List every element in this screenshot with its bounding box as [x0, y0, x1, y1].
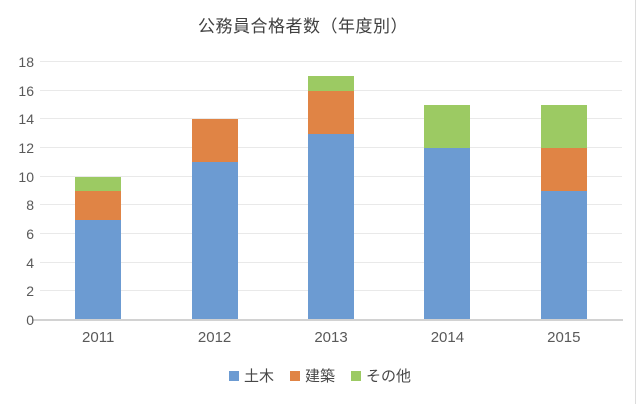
y-tick-label: 0	[26, 312, 34, 328]
bar-segment-土木	[308, 133, 354, 320]
bar-segment-土木	[75, 219, 122, 320]
bar-segment-土木	[191, 162, 238, 320]
legend-item-architecture: 建築	[289, 365, 335, 386]
bar-segment-その他	[75, 176, 122, 191]
legend-label: その他	[366, 368, 412, 385]
y-tick-label: 8	[26, 197, 34, 214]
legend-label: 土木	[243, 368, 274, 385]
y-tick-label: 10	[18, 168, 34, 185]
bar-segment-建築	[308, 90, 354, 134]
bar-segment-その他	[424, 105, 471, 148]
y-tick-label: 14	[18, 111, 34, 128]
y-tick-label: 2	[26, 283, 34, 300]
y-tick-label: 12	[18, 140, 34, 156]
x-tick-label: 2015	[547, 329, 581, 346]
window-edge-line	[635, 0, 636, 404]
legend-item-civil: 土木	[228, 365, 274, 386]
bar-segment-建築	[191, 119, 238, 163]
bar-segment-土木	[424, 148, 471, 320]
y-tick-label: 16	[18, 82, 34, 99]
legend-marker	[228, 370, 239, 381]
bar-segment-土木	[540, 191, 587, 320]
x-tick-label: 2011	[82, 329, 115, 346]
bar-segment-建築	[75, 191, 122, 220]
y-tick-label: 4	[26, 254, 34, 271]
legend-marker	[289, 370, 300, 381]
chart-title: 公務員合格者数（年度別）	[198, 17, 408, 36]
bar-segment-その他	[308, 76, 354, 91]
bar-2014	[424, 62, 471, 320]
x-tick-label: 2012	[197, 329, 232, 346]
bar-2013	[308, 62, 354, 320]
bar-2015	[540, 62, 587, 320]
legend-item-other: その他	[351, 365, 411, 386]
x-axis-line	[32, 319, 623, 321]
y-tick-label: 6	[26, 226, 34, 242]
plot-area	[40, 61, 622, 320]
bar-segment-建築	[540, 148, 587, 191]
bar-segment-その他	[540, 105, 587, 148]
bar-2011	[75, 62, 122, 320]
legend-marker	[351, 370, 361, 381]
x-tick-label: 2014	[430, 329, 465, 346]
legend: 土木 建築 その他	[0, 365, 640, 386]
x-tick-label: 2013	[314, 329, 348, 346]
y-tick-label: 18	[18, 54, 34, 70]
bar-2012	[191, 62, 238, 320]
legend-label: 建築	[304, 368, 335, 385]
gridline	[40, 61, 622, 62]
